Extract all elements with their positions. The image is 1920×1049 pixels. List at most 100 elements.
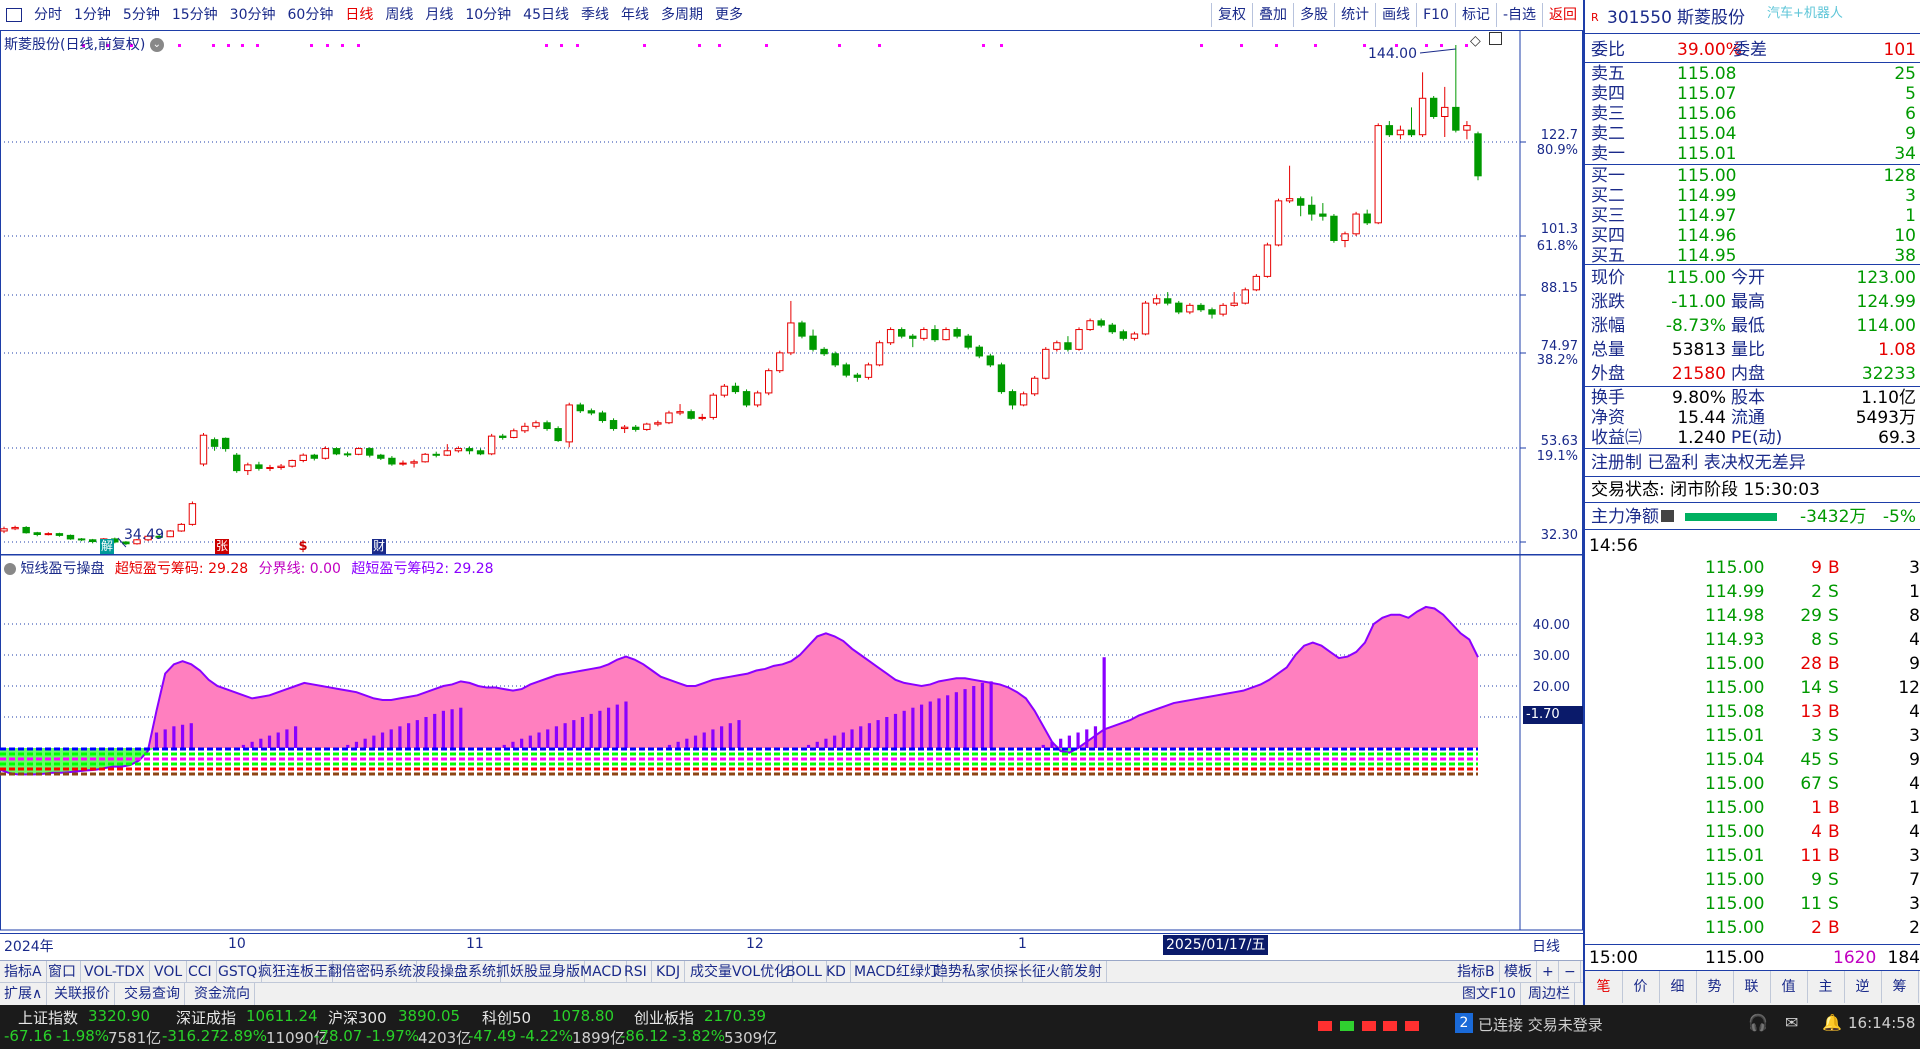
toolbar-button-2[interactable]: 多股 (1293, 3, 1334, 27)
toolbar-menu-icon[interactable] (6, 8, 22, 22)
buy-row-0[interactable]: 买一 115.00 128 (1585, 166, 1920, 186)
chat-icon[interactable]: ✉ (1785, 1013, 1799, 1032)
add-tab-icon[interactable]: + (1538, 961, 1559, 983)
toolbar-button-7[interactable]: -自选 (1495, 3, 1542, 27)
extension-tab-0[interactable]: 扩展∧ (0, 983, 48, 1005)
indicator-tab-1[interactable]: 窗口 (44, 961, 81, 983)
period-tab-3[interactable]: 15分钟 (171, 7, 218, 23)
f10-tab[interactable]: 图文F10 (1458, 983, 1521, 1005)
right-tab-5[interactable]: 值 (1770, 971, 1808, 1003)
right-tab-1[interactable]: 价 (1622, 971, 1660, 1003)
buy-row-3[interactable]: 买四 114.96 10 (1585, 226, 1920, 246)
headset-icon[interactable]: 🎧 (1748, 1013, 1768, 1032)
indicator-tab-3[interactable]: VOL (150, 961, 188, 983)
toolbar-button-5[interactable]: F10 (1416, 3, 1455, 27)
period-tab-4[interactable]: 30分钟 (229, 7, 276, 23)
main-flow-pct: -5% (1882, 507, 1916, 527)
connection-status[interactable]: 已连接 交易未登录 (1478, 1016, 1603, 1034)
indicator-tab-13[interactable]: 成交量VOL优化 (686, 961, 794, 983)
chart-svg[interactable]: 122.7 101.3 88.15 74.97 53.63 32.30 80.9% 61.8%… (0, 30, 1583, 960)
event-marker-dividend[interactable]: $ (298, 539, 308, 554)
indicator-tab-12[interactable]: KDJ (652, 961, 686, 983)
period-tab-0[interactable]: 分时 (34, 7, 62, 23)
right-tab-6[interactable]: 主 (1807, 971, 1845, 1003)
index-name-4[interactable]: 创业板指 (634, 1009, 695, 1027)
toolbar-button-4[interactable]: 画线 (1375, 3, 1416, 27)
candle-down (310, 454, 319, 459)
indicator-tab-8[interactable]: 波段操盘系统 (408, 961, 501, 983)
chart-area[interactable]: 122.7 101.3 88.15 74.97 53.63 32.30 80.9% 61.8%… (0, 30, 1584, 1005)
toolbar-button-8[interactable]: 返回 (1542, 3, 1583, 27)
template-tab[interactable]: 模板 (1500, 961, 1537, 983)
remove-tab-icon[interactable]: − (1560, 961, 1581, 983)
bell-icon[interactable]: 🔔 (1822, 1013, 1842, 1032)
right-tab-3[interactable]: 势 (1696, 971, 1734, 1003)
period-tab-8[interactable]: 月线 (425, 7, 454, 23)
period-tab-14[interactable]: 更多 (714, 7, 743, 23)
period-tab-10[interactable]: 45日线 (523, 7, 569, 23)
index-name-2[interactable]: 沪深300 (328, 1009, 387, 1027)
sell-row-0[interactable]: 卖五 115.08 25 (1585, 64, 1920, 84)
list-icon[interactable] (1661, 510, 1674, 522)
chevron-down-icon[interactable]: ⌄ (149, 38, 164, 52)
candle-down (255, 464, 263, 469)
connection-badge[interactable]: 2 (1455, 1013, 1473, 1033)
sell-row-1[interactable]: 卖四 115.07 5 (1585, 84, 1920, 104)
indicator-b-tab[interactable]: 指标B (1453, 961, 1500, 983)
indicator-tab-15[interactable]: KD (822, 961, 851, 983)
period-tab-12[interactable]: 年线 (620, 7, 649, 23)
toolbar-button-6[interactable]: 标记 (1454, 3, 1496, 27)
indicator-tab-11[interactable]: RSI (620, 961, 652, 983)
diamond-icon[interactable]: ◇ (1470, 33, 1481, 49)
right-tab-7[interactable]: 逆 (1844, 971, 1882, 1003)
sell-row-2[interactable]: 卖三 115.06 6 (1585, 104, 1920, 124)
indicator-tab-0[interactable]: 指标A (0, 961, 47, 983)
toolbar-button-0[interactable]: 复权 (1211, 3, 1252, 27)
right-tab-8[interactable]: 筹 (1881, 971, 1919, 1003)
indicator-tab-18[interactable]: 长征火箭发射 (1014, 961, 1107, 983)
sub-settings-icon[interactable] (4, 563, 16, 575)
chart-title-text: 斯菱股份(日线,前复权) (4, 37, 146, 53)
right-tab-2[interactable]: 细 (1659, 971, 1697, 1003)
period-tab-11[interactable]: 季线 (580, 7, 609, 23)
period-tab-7[interactable]: 周线 (385, 7, 414, 23)
period-tab-9[interactable]: 10分钟 (465, 7, 512, 23)
indicator-tab-10[interactable]: MACD (576, 961, 627, 983)
candle-up (765, 370, 773, 394)
extension-tab-3[interactable]: 资金流向 (190, 983, 255, 1005)
period-tab-5[interactable]: 60分钟 (287, 7, 334, 23)
period-tab-13[interactable]: 多周期 (660, 7, 703, 23)
index-name-0[interactable]: 上证指数 (18, 1009, 79, 1027)
tick-price: 115.08 (1705, 702, 1765, 722)
period-tab-1[interactable]: 1分钟 (74, 7, 111, 23)
indicator-tab-14[interactable]: BOLL (782, 961, 827, 983)
extension-tab-1[interactable]: 关联报价 (50, 983, 115, 1005)
sell-row-4[interactable]: 卖一 115.01 34 (1585, 144, 1920, 164)
event-marker-limit[interactable]: 张 (215, 539, 229, 554)
period-tab-6[interactable]: 日线 (345, 7, 374, 23)
toolbar-button-3[interactable]: 统计 (1334, 3, 1375, 27)
indicator-tab-2[interactable]: VOL-TDX (80, 961, 150, 983)
sell-row-3[interactable]: 卖二 115.04 9 (1585, 124, 1920, 144)
index-name-3[interactable]: 科创50 (482, 1009, 532, 1027)
indicator-tab-6[interactable]: 疯狂连板王 (254, 961, 333, 983)
buy-row-2[interactable]: 买三 114.97 1 (1585, 206, 1920, 226)
window-icon[interactable] (1489, 32, 1503, 45)
indicator-tab-9[interactable]: 抓妖股显身版 (492, 961, 585, 983)
indicator-tab-4[interactable]: CCI (184, 961, 217, 983)
index-name-1[interactable]: 深证成指 (176, 1009, 237, 1027)
toolbar-button-1[interactable]: 叠加 (1252, 3, 1293, 27)
indicator-tab-5[interactable]: GSTQ (214, 961, 263, 983)
buy-row-1[interactable]: 买二 114.99 3 (1585, 186, 1920, 206)
indicator-tab-16[interactable]: MACD红绿灯 (850, 961, 943, 983)
event-marker-finance[interactable]: 财 (372, 539, 386, 554)
indicator-tab-17[interactable]: 趋势私家侦探 (930, 961, 1023, 983)
side-tab[interactable]: 周边栏 (1524, 983, 1575, 1005)
buy-row-4[interactable]: 买五 114.95 38 (1585, 246, 1920, 266)
extension-tab-2[interactable]: 交易查询 (120, 983, 185, 1005)
right-tab-0[interactable]: 笔 (1585, 971, 1623, 1003)
period-tab-2[interactable]: 5分钟 (122, 7, 160, 23)
event-marker-unlock[interactable]: 解 (100, 539, 114, 554)
right-tab-4[interactable]: 联 (1733, 971, 1771, 1003)
indicator-tab-7[interactable]: 翻倍密码系统 (324, 961, 417, 983)
